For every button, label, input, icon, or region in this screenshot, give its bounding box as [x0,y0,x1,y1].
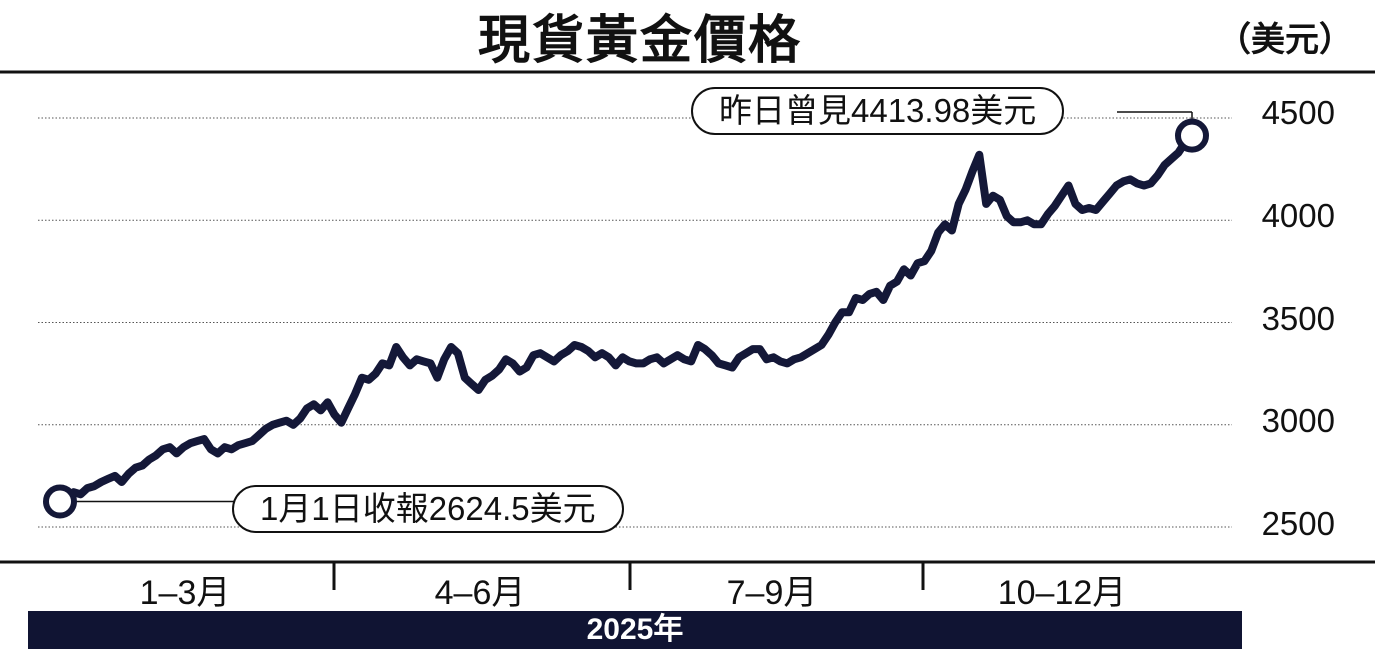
x-category-label: 4–6月 [434,574,526,612]
end-point-marker [1175,118,1209,153]
x-category-label: 10–12月 [997,574,1127,612]
start-point-marker [43,484,77,519]
end-annotation: 昨日曾見4413.98美元 [691,87,1065,135]
y-tick-label: 2500 [1261,505,1335,542]
gold-price-line [56,131,1196,506]
y-tick-label: 3500 [1261,300,1335,337]
x-dividers [332,563,925,590]
unit-label: （美元） [1217,20,1353,60]
y-tick-label: 4500 [1261,94,1335,131]
y-tick-label: 4000 [1261,197,1335,234]
chart-title: 現貨黃金價格 [477,11,802,71]
start-annotation: 1月1日收報2624.5美元 [232,485,624,533]
x-category-label: 7–9月 [726,574,818,612]
y-tick-label: 3000 [1261,402,1335,439]
year-band: 2025年 [28,611,1242,649]
x-category-label: 1–3月 [139,574,231,612]
grid-lines [38,117,1232,528]
